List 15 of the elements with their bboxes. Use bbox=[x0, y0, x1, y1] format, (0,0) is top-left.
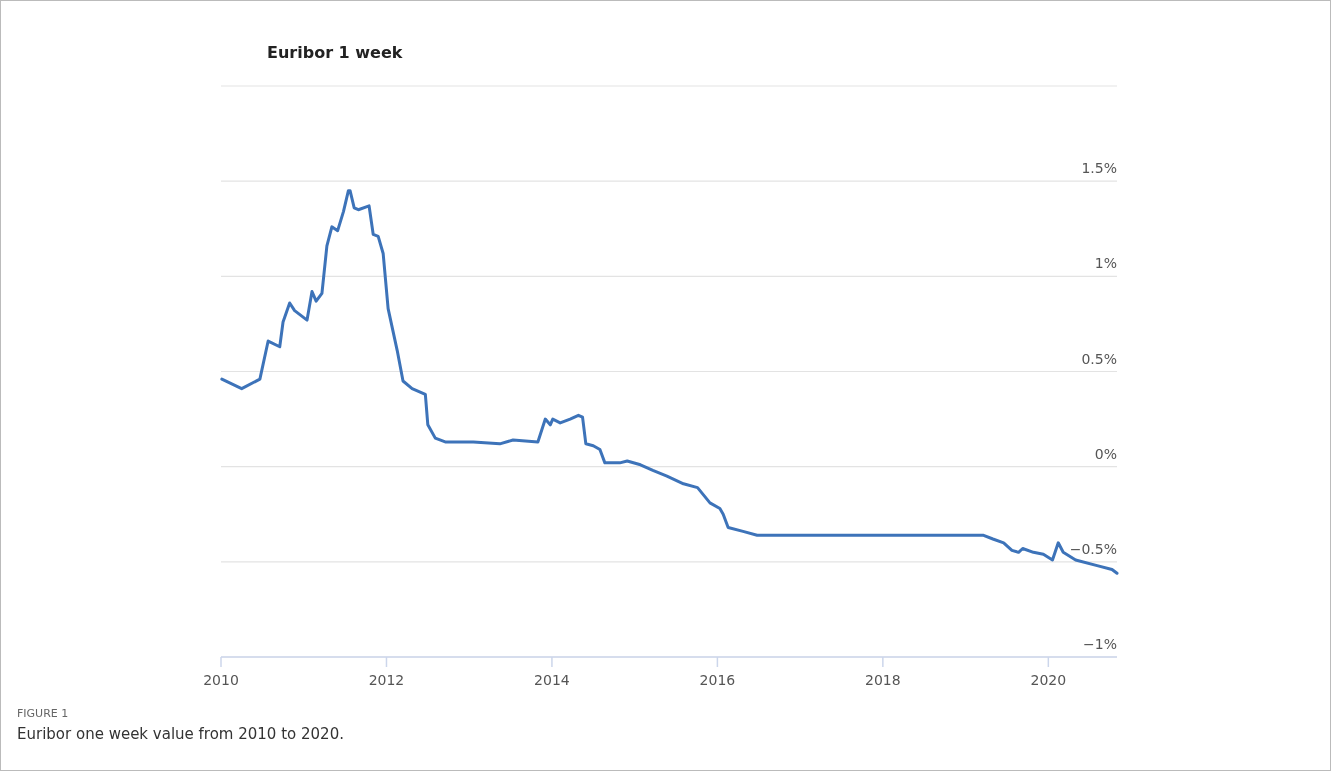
y-tick-label: −1% bbox=[1083, 636, 1117, 652]
y-tick-label: 0% bbox=[1094, 445, 1117, 462]
y-tick-label: −0.5% bbox=[1069, 540, 1117, 557]
caption: FIGURE 1 bbox=[17, 707, 69, 720]
x-tick-label: 2018 bbox=[865, 672, 901, 688]
y-tick-label: 1% bbox=[1094, 255, 1117, 272]
text: Euribor one week value from 2010 to 2020. bbox=[17, 725, 344, 743]
x-tick-label: 2016 bbox=[699, 672, 736, 688]
x-tick-label: 2012 bbox=[368, 672, 405, 688]
x-tick-label: 2010 bbox=[203, 672, 239, 688]
y-tick-label: 1.5% bbox=[1081, 160, 1117, 177]
chart-title: Euribor 1 week bbox=[267, 43, 403, 62]
x-tick-label: 2020 bbox=[1030, 672, 1067, 688]
y-tick-label: 0.5% bbox=[1081, 350, 1117, 367]
x-tick-label: 2014 bbox=[534, 672, 570, 688]
